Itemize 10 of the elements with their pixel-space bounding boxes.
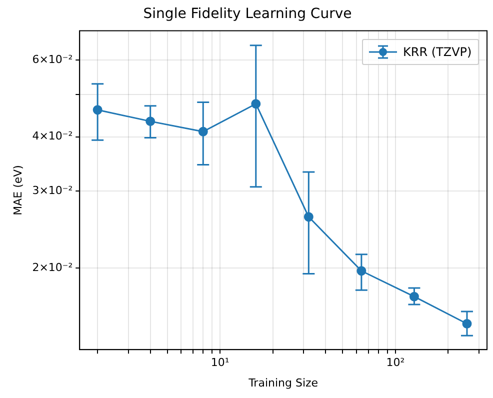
y-tick-label: 2×10⁻²	[32, 260, 73, 274]
x-axis-title: Training Size	[248, 376, 318, 390]
legend-label: KRR (TZVP)	[403, 44, 472, 59]
y-tick-label: 4×10⁻²	[32, 130, 73, 143]
y-tick-label: 6×10⁻²	[32, 52, 73, 66]
y-axis-title: MAE (eV)	[11, 165, 24, 216]
x-tick-label: 10¹	[210, 356, 230, 370]
chart-title: Single Fidelity Learning Curve	[143, 6, 352, 22]
x-tick-label: 10²	[386, 356, 405, 370]
y-tick-label: 3×10⁻²	[32, 184, 73, 198]
